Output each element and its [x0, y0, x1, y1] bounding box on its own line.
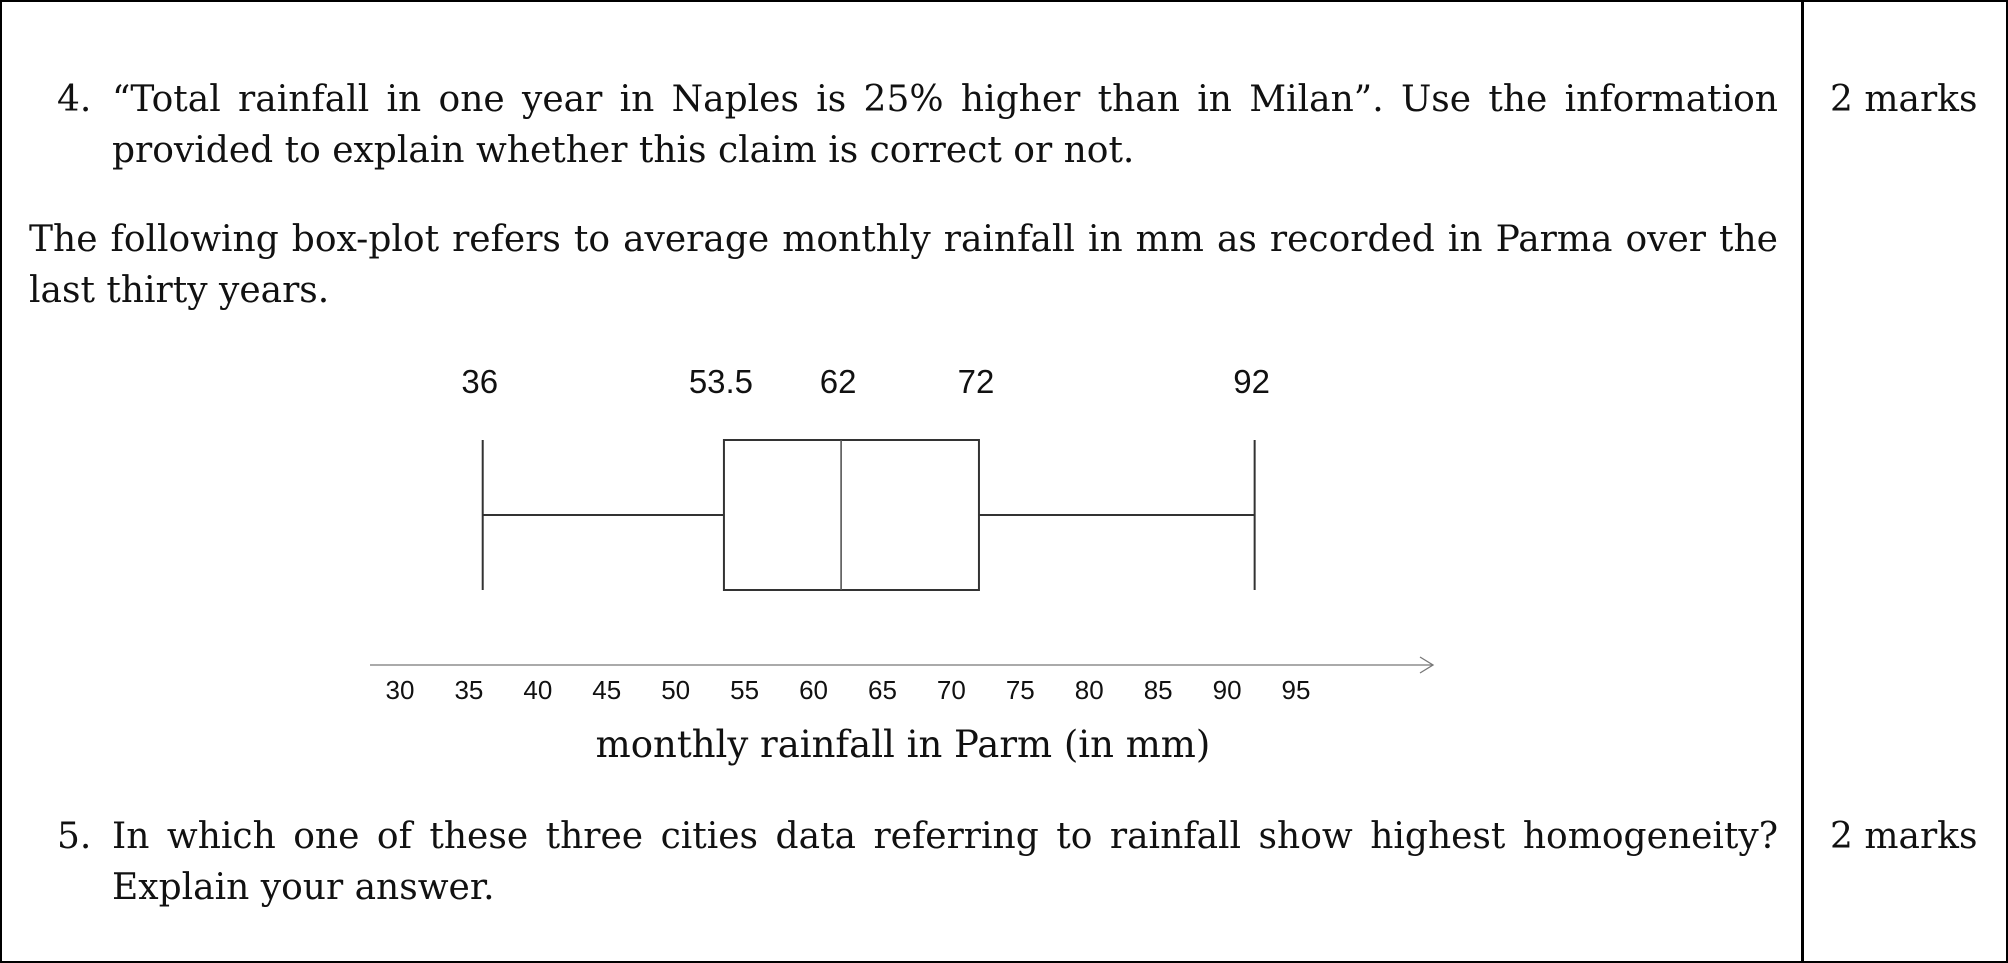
value-label: 62	[820, 363, 857, 400]
value-label: 72	[958, 363, 995, 400]
x-tick-label: 80	[1075, 675, 1104, 705]
question-5-marks: 2 marks	[1830, 816, 1978, 857]
x-tick-label: 95	[1282, 675, 1311, 705]
x-axis-arrowhead	[1419, 656, 1435, 674]
value-label: 92	[1233, 363, 1270, 400]
x-tick-label: 60	[799, 675, 828, 705]
intro-paragraph: The following box-plot refers to average…	[29, 219, 1778, 311]
x-tick-label: 85	[1144, 675, 1173, 705]
question-5-number: 5.	[57, 816, 92, 857]
x-tick-label: 45	[592, 675, 621, 705]
x-tick-label: 75	[1006, 675, 1035, 705]
question-4-marks: 2 marks	[1830, 79, 1978, 120]
x-axis-label-text: monthly rainfall in Parm (in mm)	[595, 723, 1211, 766]
x-tick-label: 70	[937, 675, 966, 705]
marks-column-divider	[1801, 2, 1804, 961]
value-label: 36	[461, 363, 498, 400]
x-tick-label: 50	[661, 675, 690, 705]
question-4-text: “Total rainfall in one year in Naples is…	[112, 79, 1778, 171]
x-tick-label: 65	[868, 675, 897, 705]
x-axis-label: monthly rainfall in Parm (in mm)	[2, 720, 1802, 770]
x-tick-label: 40	[523, 675, 552, 705]
question-4-number: 4.	[57, 79, 92, 120]
x-tick-label: 35	[454, 675, 483, 705]
interquartile-box	[722, 439, 980, 591]
value-label: 53.5	[689, 363, 753, 400]
x-tick-label: 90	[1213, 675, 1242, 705]
question-4: 4. “Total rainfall in one year in Naples…	[57, 74, 1778, 176]
question-5-text: In which one of these three cities data …	[112, 816, 1778, 908]
question-5: 5. In which one of these three cities da…	[57, 811, 1778, 913]
x-tick-label: 55	[730, 675, 759, 705]
x-tick-label: 30	[386, 675, 415, 705]
